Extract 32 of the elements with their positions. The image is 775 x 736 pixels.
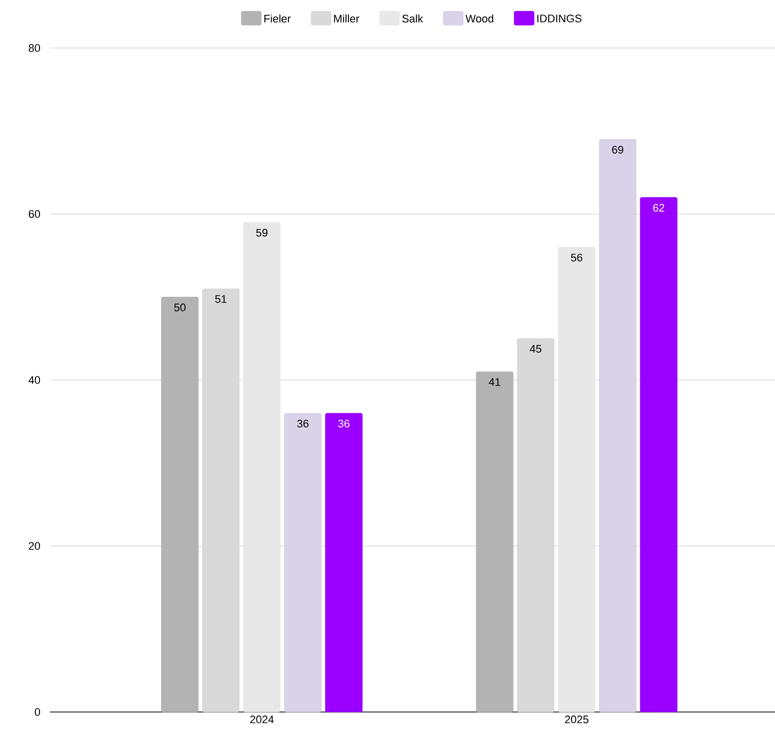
bar (558, 247, 596, 712)
data-label: 41 (488, 378, 500, 386)
legend-label: Miller (334, 14, 360, 23)
data-label: 56 (571, 254, 582, 262)
legend-label: Fieler (264, 14, 291, 23)
y-tick-label: 0 (34, 708, 40, 716)
bar (325, 413, 363, 712)
data-label: 62 (653, 204, 664, 212)
y-tick-label: 20 (28, 542, 40, 550)
data-label: 69 (612, 146, 624, 154)
legend-label: Salk (402, 14, 424, 23)
bar (284, 413, 322, 712)
x-tick-label: 2025 (565, 716, 588, 724)
y-tick-label: 80 (28, 44, 40, 52)
bar (243, 222, 281, 712)
data-label: 36 (297, 420, 308, 428)
y-tick-label: 60 (28, 210, 40, 218)
x-tick-label: 2024 (250, 716, 274, 724)
bar (202, 288, 240, 712)
legend-label: Wood (466, 14, 494, 23)
bar (598, 139, 636, 712)
bar (640, 197, 678, 712)
data-label: 36 (338, 420, 350, 428)
data-label: 59 (256, 228, 268, 237)
bar (161, 296, 199, 712)
bar (516, 338, 554, 712)
bar (476, 372, 514, 712)
data-label: 45 (530, 345, 542, 353)
data-label: 50 (174, 304, 186, 312)
data-label: 51 (215, 295, 226, 303)
y-tick-label: 40 (28, 376, 40, 384)
legend-label: IDDINGS (537, 14, 582, 22)
